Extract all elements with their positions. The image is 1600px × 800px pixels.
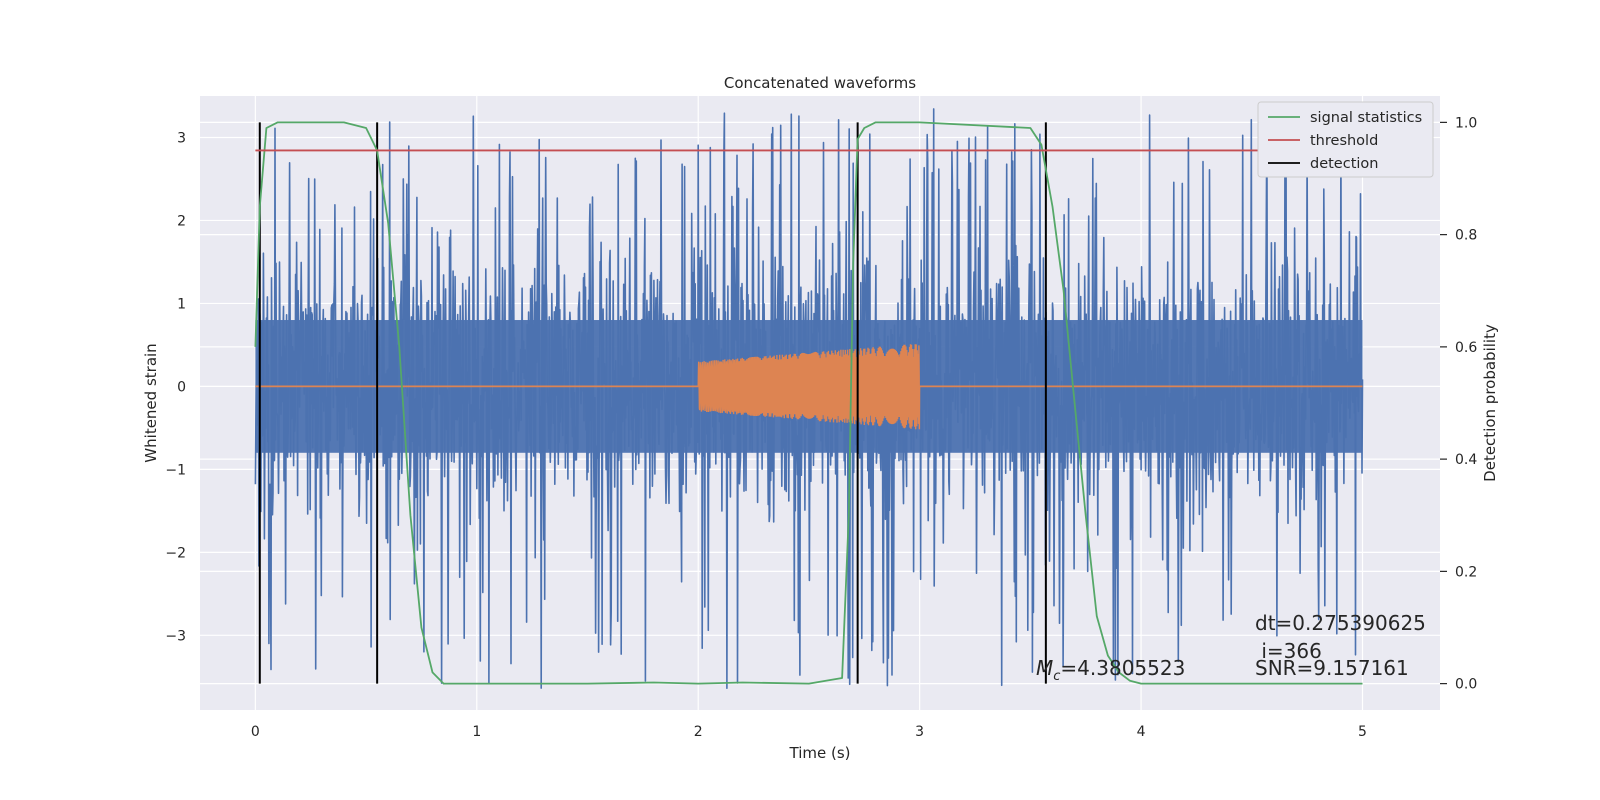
signal-statistics-series (254, 121, 1363, 685)
y-tick-label: 0 (177, 379, 186, 395)
annotation-dt: dt=0.275390625 (1255, 611, 1426, 635)
legend-label-detection: detection (1310, 156, 1378, 172)
y-tick-label: −2 (165, 545, 186, 561)
chart-title: Concatenated waveforms (724, 74, 916, 92)
y2-tick-label: 0.2 (1455, 564, 1477, 580)
legend-label-signal-statistics: signal statistics (1310, 110, 1422, 126)
chirp-series (255, 344, 1363, 430)
legend: signal statistics threshold detection (1257, 101, 1434, 178)
x-tick-label: 0 (251, 724, 260, 740)
x-tick-label: 4 (1137, 724, 1146, 740)
annotation-index: i=366 (1255, 639, 1322, 663)
annotation-snr: SNR=9.157161 (1255, 656, 1409, 680)
annotations: dt=0.275390625 i=366 SNR=9.157161 Mc=4.3… (1036, 611, 1426, 684)
y-tick-label: 3 (177, 130, 186, 146)
y-axis-label: Whitened strain (142, 343, 160, 462)
x-axis-label: Time (s) (789, 744, 851, 762)
y-tick-label: −3 (165, 628, 186, 644)
x-tick-label: 2 (694, 724, 703, 740)
legend-box (1257, 101, 1434, 178)
chirp-mass-symbol: M (1036, 656, 1053, 680)
y2-tick-label: 0.4 (1455, 452, 1477, 468)
y2-tick-label: 1.0 (1455, 115, 1477, 131)
y2-tick-label: 0.6 (1455, 340, 1477, 356)
annotation-chirp-mass: Mc=4.3805523 (1036, 656, 1185, 684)
y-tick-label: 2 (177, 213, 186, 229)
legend-label-threshold: threshold (1310, 133, 1378, 149)
chirp-mass-value: =4.3805523 (1060, 656, 1185, 680)
chirp-mass-subscript: c (1053, 669, 1060, 684)
chirp-line (697, 344, 921, 430)
signal-statistics-line (254, 121, 1363, 685)
y2-tick-label: 0.0 (1455, 677, 1477, 693)
axis-ticks: 0 1 2 3 4 5 −3 −2 −1 0 1 2 3 0.0 0.2 0.4 0.6 0.8 1.0 (165, 115, 1477, 740)
x-tick-label: 3 (915, 724, 924, 740)
x-tick-label: 1 (472, 724, 481, 740)
y-tick-label: 1 (177, 296, 186, 312)
y2-tick-label: 0.8 (1455, 228, 1477, 244)
x-tick-label: 5 (1358, 724, 1367, 740)
y2-axis-label: Detection probability (1481, 324, 1499, 482)
y-tick-label: −1 (165, 462, 186, 478)
